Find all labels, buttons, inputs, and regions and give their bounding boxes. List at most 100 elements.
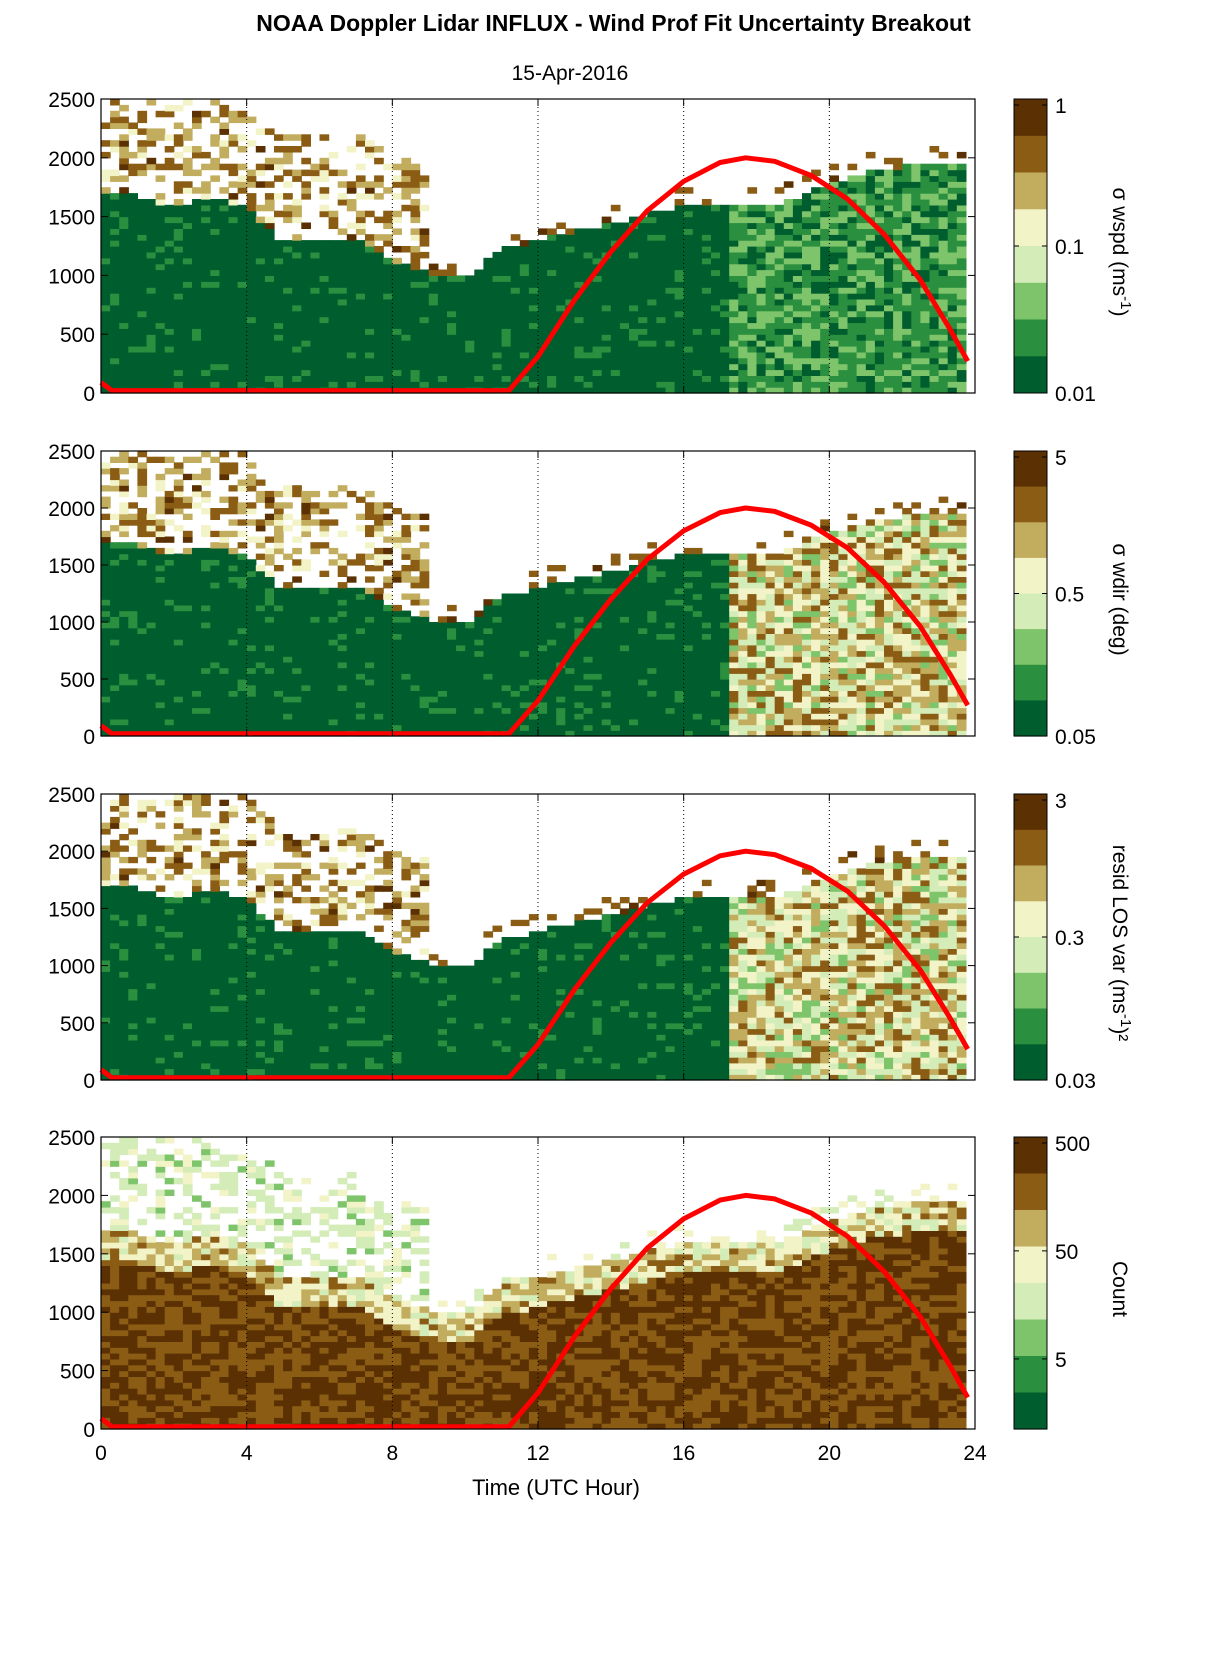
heatmap-cell xyxy=(128,622,138,629)
heatmap-cell xyxy=(701,257,712,265)
heatmap-cell xyxy=(182,610,193,617)
heatmap-cell xyxy=(173,222,184,229)
heatmap-cell xyxy=(255,565,266,572)
heatmap-cell xyxy=(128,246,138,253)
heatmap-cell xyxy=(228,163,239,171)
heatmap-cell xyxy=(592,322,603,329)
colorbar-segment xyxy=(1014,187,1047,196)
heatmap-cell xyxy=(255,204,266,212)
heatmap-cell xyxy=(838,369,849,376)
heatmap-cell xyxy=(720,222,730,229)
heatmap-cell xyxy=(192,334,202,341)
heatmap-cell xyxy=(574,387,585,394)
heatmap-cell xyxy=(456,357,466,365)
heatmap-cell xyxy=(783,387,794,394)
heatmap-cell xyxy=(310,724,321,731)
heatmap-cell xyxy=(428,346,439,353)
heatmap-cell xyxy=(319,690,330,697)
heatmap-cell xyxy=(765,322,776,329)
heatmap-cell xyxy=(264,375,275,382)
heatmap-cell xyxy=(674,269,685,276)
heatmap-cell xyxy=(465,381,475,388)
heatmap-cell xyxy=(201,381,211,388)
heatmap-cell xyxy=(301,293,311,300)
heatmap-cell xyxy=(310,701,321,709)
heatmap-cell xyxy=(237,724,248,731)
heatmap-cell xyxy=(528,340,539,347)
colorbar-segment xyxy=(1014,304,1047,313)
heatmap-cell xyxy=(674,340,685,347)
heatmap-cell xyxy=(501,599,512,606)
heatmap-cell xyxy=(137,513,148,520)
heatmap-cell xyxy=(838,204,849,212)
heatmap-cell xyxy=(355,340,366,347)
heatmap-cell xyxy=(119,246,129,253)
heatmap-cell xyxy=(820,357,830,365)
heatmap-cell xyxy=(547,707,557,714)
heatmap-cell xyxy=(738,328,748,335)
heatmap-cell xyxy=(829,316,839,324)
heatmap-cell xyxy=(447,707,457,714)
heatmap-cell xyxy=(583,363,594,371)
heatmap-cell xyxy=(146,334,157,341)
heatmap-cell xyxy=(210,163,220,171)
heatmap-cell xyxy=(574,310,585,318)
heatmap-cell xyxy=(237,287,248,294)
heatmap-cell xyxy=(192,304,202,312)
heatmap-cell xyxy=(301,718,311,726)
heatmap-cell xyxy=(210,599,220,606)
heatmap-cell xyxy=(374,369,384,376)
heatmap-cell xyxy=(392,707,402,714)
heatmap-cell xyxy=(456,679,466,686)
heatmap-cell xyxy=(137,559,148,566)
heatmap-cell xyxy=(902,281,912,288)
heatmap-cell xyxy=(720,363,730,371)
heatmap-cell xyxy=(319,667,330,674)
heatmap-cell xyxy=(237,650,248,657)
heatmap-cell xyxy=(355,513,366,520)
heatmap-cell xyxy=(711,222,721,229)
heatmap-cell xyxy=(501,322,512,329)
heatmap-cell xyxy=(765,210,776,218)
heatmap-cell xyxy=(210,542,220,549)
heatmap-cell xyxy=(783,322,794,329)
heatmap-cell xyxy=(583,387,594,394)
heatmap-cell xyxy=(383,519,393,526)
heatmap-cell xyxy=(264,216,275,224)
heatmap-cell xyxy=(310,357,321,365)
heatmap-cell xyxy=(820,246,830,253)
heatmap-cell xyxy=(802,304,812,312)
heatmap-cell xyxy=(401,381,412,388)
heatmap-cell xyxy=(456,639,466,646)
heatmap-cell xyxy=(856,322,867,329)
heatmap-cell xyxy=(355,525,366,532)
heatmap-cell xyxy=(374,357,384,365)
heatmap-cell xyxy=(847,387,858,394)
heatmap-cell xyxy=(164,369,175,376)
heatmap-cell xyxy=(447,684,457,691)
heatmap-cell xyxy=(101,246,111,253)
colorbar-segment xyxy=(1014,223,1047,232)
heatmap-cell xyxy=(219,536,230,543)
heatmap-cell xyxy=(492,684,503,691)
heatmap-cell xyxy=(483,340,494,347)
heatmap-cell xyxy=(228,553,239,560)
heatmap-cell xyxy=(874,275,885,282)
heatmap-cell xyxy=(692,310,703,318)
heatmap-cell xyxy=(410,684,421,691)
heatmap-cell xyxy=(337,582,348,589)
heatmap-cell xyxy=(947,310,958,318)
heatmap-cell xyxy=(264,713,275,720)
heatmap-cell xyxy=(337,701,348,709)
heatmap-cell xyxy=(173,661,184,669)
heatmap-cell xyxy=(246,718,257,726)
heatmap-cell xyxy=(711,304,721,312)
heatmap-cell xyxy=(301,322,311,329)
heatmap-cell xyxy=(447,381,457,388)
heatmap-cell xyxy=(392,622,402,629)
heatmap-cell xyxy=(374,525,384,532)
heatmap-cell xyxy=(164,210,175,218)
heatmap-cell xyxy=(592,381,603,388)
heatmap-cell xyxy=(137,228,148,235)
heatmap-cell xyxy=(310,547,321,555)
